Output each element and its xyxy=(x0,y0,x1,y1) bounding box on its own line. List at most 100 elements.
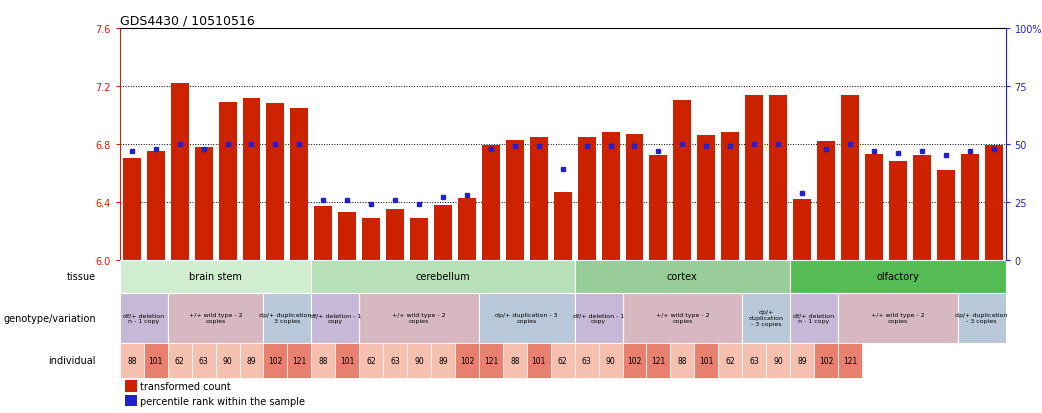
Bar xyxy=(407,343,431,378)
Bar xyxy=(790,343,814,378)
Text: GDS4430 / 10510516: GDS4430 / 10510516 xyxy=(120,15,254,28)
Bar xyxy=(125,395,137,406)
Bar xyxy=(721,133,739,260)
Bar xyxy=(312,293,359,343)
Text: individual: individual xyxy=(48,356,96,366)
Text: 101: 101 xyxy=(531,356,546,365)
Bar xyxy=(479,293,574,343)
Text: dp/+ duplication
- 3 copies: dp/+ duplication - 3 copies xyxy=(956,313,1008,323)
Bar xyxy=(387,209,404,260)
Bar xyxy=(339,212,356,260)
Text: 90: 90 xyxy=(223,356,232,365)
Bar xyxy=(577,137,596,260)
Bar xyxy=(336,343,359,378)
Bar xyxy=(264,293,312,343)
Bar xyxy=(745,95,763,260)
Bar xyxy=(694,343,718,378)
Text: 101: 101 xyxy=(699,356,714,365)
Bar xyxy=(192,343,216,378)
Bar xyxy=(598,343,622,378)
Text: 89: 89 xyxy=(247,356,256,365)
Text: 63: 63 xyxy=(391,356,400,365)
Bar xyxy=(790,293,838,343)
Bar xyxy=(718,343,742,378)
Text: +/+ wild type - 2
copies: +/+ wild type - 2 copies xyxy=(392,313,446,323)
Text: cerebellum: cerebellum xyxy=(416,272,470,282)
Bar xyxy=(312,343,336,378)
Bar xyxy=(625,134,644,260)
Bar xyxy=(889,162,907,260)
Bar xyxy=(838,293,958,343)
Bar xyxy=(240,343,264,378)
Bar xyxy=(790,260,1006,293)
Text: cortex: cortex xyxy=(667,272,698,282)
Text: 101: 101 xyxy=(340,356,354,365)
Text: percentile rank within the sample: percentile rank within the sample xyxy=(141,396,305,406)
Bar xyxy=(216,343,240,378)
Bar xyxy=(817,142,835,260)
Text: 62: 62 xyxy=(557,356,568,365)
Bar xyxy=(766,343,790,378)
Text: +/+ wild type - 2
copies: +/+ wild type - 2 copies xyxy=(189,313,243,323)
Text: dp/+
duplication
- 3 copies: dp/+ duplication - 3 copies xyxy=(748,310,784,326)
Bar xyxy=(120,293,168,343)
Bar xyxy=(457,198,476,260)
Bar xyxy=(622,293,742,343)
Bar xyxy=(529,137,548,260)
Text: olfactory: olfactory xyxy=(876,272,919,282)
Text: df/+ deletion
n - 1 copy: df/+ deletion n - 1 copy xyxy=(123,313,165,323)
Text: 90: 90 xyxy=(605,356,616,365)
Bar xyxy=(646,343,670,378)
Text: 102: 102 xyxy=(819,356,834,365)
Text: transformed count: transformed count xyxy=(141,381,231,391)
Text: +/+ wild type - 2
copies: +/+ wild type - 2 copies xyxy=(871,313,924,323)
Text: dp/+ duplication -
3 copies: dp/+ duplication - 3 copies xyxy=(259,313,316,323)
Text: df/+ deletion - 1
copy: df/+ deletion - 1 copy xyxy=(309,313,361,323)
Bar xyxy=(793,199,811,260)
Bar xyxy=(673,101,691,260)
Text: 90: 90 xyxy=(773,356,783,365)
Text: 121: 121 xyxy=(843,356,858,365)
Bar xyxy=(267,104,284,260)
Bar xyxy=(171,84,189,260)
Text: 121: 121 xyxy=(483,356,498,365)
Text: genotype/variation: genotype/variation xyxy=(3,313,96,323)
Bar xyxy=(120,260,312,293)
Bar xyxy=(985,146,1002,260)
Bar xyxy=(670,343,694,378)
Bar xyxy=(144,343,168,378)
Bar xyxy=(622,343,646,378)
Bar xyxy=(168,293,264,343)
Bar xyxy=(838,343,862,378)
Bar xyxy=(125,380,137,392)
Bar xyxy=(814,343,838,378)
Bar xyxy=(435,205,452,260)
Text: 121: 121 xyxy=(292,356,306,365)
Bar xyxy=(865,154,883,260)
Text: 63: 63 xyxy=(749,356,759,365)
Bar xyxy=(742,293,790,343)
Bar xyxy=(291,108,308,260)
Bar xyxy=(123,159,141,260)
Bar xyxy=(481,146,500,260)
Bar xyxy=(315,206,332,260)
Bar xyxy=(431,343,455,378)
Bar xyxy=(553,192,572,260)
Bar xyxy=(455,343,479,378)
Bar xyxy=(574,260,790,293)
Text: dp/+ duplication - 3
copies: dp/+ duplication - 3 copies xyxy=(495,313,559,323)
Text: tissue: tissue xyxy=(67,272,96,282)
Text: 102: 102 xyxy=(460,356,474,365)
Bar xyxy=(841,95,859,260)
Bar xyxy=(288,343,312,378)
Bar xyxy=(168,343,192,378)
Bar xyxy=(505,140,524,260)
Bar xyxy=(742,343,766,378)
Bar xyxy=(359,343,383,378)
Text: 62: 62 xyxy=(725,356,735,365)
Text: 89: 89 xyxy=(797,356,807,365)
Text: 88: 88 xyxy=(677,356,687,365)
Text: 89: 89 xyxy=(439,356,448,365)
Bar xyxy=(527,343,551,378)
Text: 62: 62 xyxy=(175,356,184,365)
